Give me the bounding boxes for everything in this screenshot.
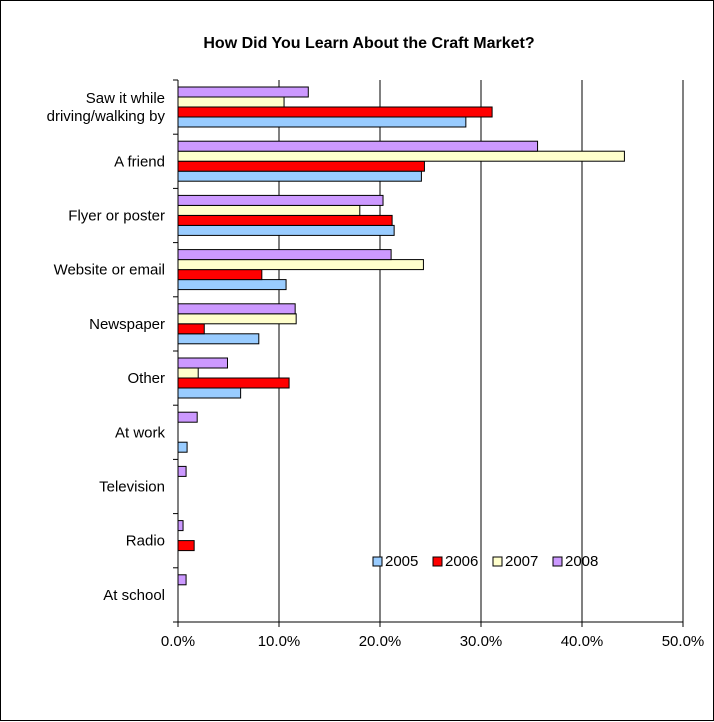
bar-2007	[177, 150, 625, 162]
bar-2006	[177, 214, 393, 226]
bar-2008	[177, 194, 384, 206]
x-tick-label: 10.0%	[258, 633, 301, 650]
legend-swatch-2007	[492, 556, 503, 567]
legend: 2005 2006 2007 2008	[372, 553, 598, 570]
legend-label-2007: 2007	[505, 553, 538, 570]
bar-2006	[177, 106, 493, 118]
bar-2006	[177, 540, 195, 552]
bar-2008	[177, 465, 187, 477]
category-label: Television	[99, 479, 165, 496]
bar-2008	[177, 249, 392, 261]
legend-swatch-2005	[372, 556, 383, 567]
bar-2005	[177, 116, 467, 128]
legend-swatch-2008	[552, 556, 563, 567]
bar-2008	[177, 303, 296, 315]
bar-2008	[177, 86, 309, 98]
x-tick-label: 20.0%	[359, 633, 402, 650]
category-label: At work	[115, 424, 166, 441]
bar-2008	[177, 520, 184, 532]
bar-2006	[177, 377, 290, 389]
legend-label-2005: 2005	[385, 553, 418, 570]
bar-2008	[177, 140, 539, 152]
legend-label-2006: 2006	[445, 553, 478, 570]
category-label: Website or email	[54, 262, 165, 279]
plot-area: 0.0% 10.0% 20.0% 30.0% 40.0% 50.0% Saw it whil…	[47, 79, 705, 650]
bar-2005	[177, 170, 422, 182]
x-tick-label: 30.0%	[460, 633, 503, 650]
bar-2005	[177, 333, 260, 345]
category-label: Other	[127, 370, 165, 387]
bar-2005	[177, 279, 287, 291]
bar-2008	[177, 411, 198, 423]
legend-label-2008: 2008	[565, 553, 598, 570]
bar-2006	[177, 269, 263, 281]
bar-2006	[177, 160, 425, 172]
category-label: Flyer or poster	[68, 208, 165, 225]
bar-2007	[177, 367, 199, 379]
category-label: At school	[103, 587, 165, 604]
category-label: Newspaper	[89, 316, 165, 333]
bar-2008	[177, 574, 187, 586]
category-label: Saw it while driving/walking by	[47, 90, 166, 125]
bar-2007	[177, 96, 285, 108]
bar-2006	[177, 323, 205, 335]
bar-2005	[177, 441, 188, 453]
x-tick-label: 0.0%	[161, 633, 195, 650]
bar-2007	[177, 204, 361, 216]
x-tick-label: 40.0%	[561, 633, 604, 650]
chart-title: How Did You Learn About the Craft Market…	[203, 35, 534, 52]
bar-2005	[177, 387, 242, 399]
category-label: Radio	[126, 533, 165, 550]
category-label: A friend	[114, 153, 165, 170]
bar-2005	[177, 224, 395, 236]
x-tick-label: 50.0%	[662, 633, 705, 650]
bar-2007	[177, 313, 297, 325]
legend-swatch-2006	[432, 556, 443, 567]
bar-2008	[177, 357, 228, 369]
bar-2007	[177, 259, 424, 271]
